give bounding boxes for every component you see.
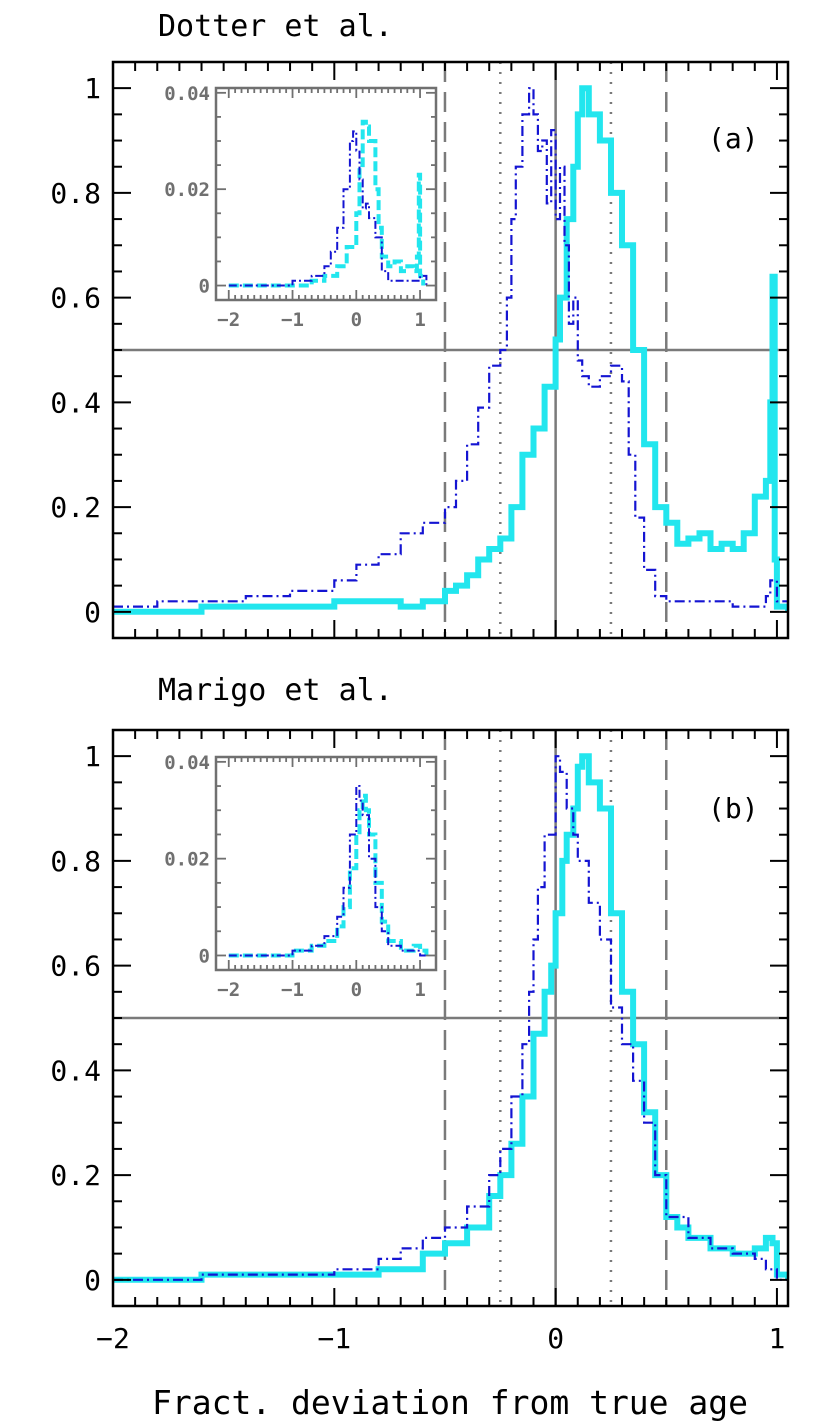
panel-b-xtick-label: 0 [547, 1322, 564, 1355]
x-axis-label: Fract. deviation from true age [152, 1383, 748, 1422]
panel-b-inset-ytick-label: 0.04 [164, 752, 210, 774]
panel-b-ytick-label: 0.4 [50, 1054, 101, 1087]
panel-b-inset-frame [214, 755, 438, 972]
panel-b-series-group [113, 753, 788, 1283]
panel-a-inset: 0 0.02 0.04 −2 −1 0 1 [164, 83, 438, 331]
panel-a-inset-frame [214, 86, 438, 302]
panel-b-xtick-label: −2 [96, 1322, 130, 1355]
panel-a-series-cyan-line [113, 85, 788, 615]
panel-b-inset: 0 0.02 0.04 −2 −1 0 1 [164, 752, 438, 1001]
panel-a-inset-ytick-label: 0.02 [164, 179, 210, 201]
panel-a-inset-ytick-label: 0.04 [164, 83, 210, 105]
panel-a-inset-series-group [228, 119, 428, 288]
panel-b-xtick-label: −1 [317, 1322, 351, 1355]
panel-a-inset-xtick-label: 1 [414, 309, 425, 331]
panel-a-ytick-label: 0.4 [50, 386, 101, 419]
panel-a-inset-xtick-label: −2 [217, 309, 240, 331]
panel-b-series-blue-line [113, 755, 788, 1281]
panel-a-inset-series-blue-line [228, 130, 428, 287]
panel-a-title: Dotter et al. [158, 9, 393, 44]
panel-b-ytick-label: 0.8 [50, 845, 101, 878]
panel-b-inset-xtick-label: 1 [414, 979, 425, 1001]
panel-a: 0 0.2 0.4 0.6 0.8 1 0 0.02 0.04 −2 −1 0 1 [50, 60, 790, 640]
panel-a-ytick-label: 0.2 [50, 491, 101, 524]
panel-b-inset-xtick-label: −2 [217, 979, 240, 1001]
panel-a-series-group [113, 85, 788, 615]
panel-b-inset-series-group [228, 785, 429, 958]
panel-b-title: Marigo et al. [158, 673, 393, 708]
panel-b-xtick-label: 1 [769, 1322, 786, 1355]
panel-a-inset-series-cyan-line [228, 119, 426, 288]
panel-b-inset-series-blue-line [228, 785, 427, 957]
panel-b-ytick-label: 0.2 [50, 1159, 101, 1192]
panel-b-inset-ytick-label: 0 [199, 945, 210, 967]
panel-a-inset-xtick-label: −1 [281, 309, 304, 331]
panel-a-inset-xtick-label: 0 [351, 309, 362, 331]
panel-b-ytick-label: 0 [84, 1264, 101, 1297]
panel-a-ytick-label: 1 [84, 72, 101, 105]
panel-b-ytick-label: 1 [84, 740, 101, 773]
panel-b-ytick-label: 0.6 [50, 950, 101, 983]
panel-a-ytick-label: 0 [84, 596, 101, 629]
panel-b-inset-xtick-label: 0 [351, 979, 362, 1001]
panel-b-inset-xtick-label: −1 [281, 979, 304, 1001]
panel-b-label: (b) [708, 792, 759, 825]
panel-b-inset-ytick-label: 0.02 [164, 849, 210, 871]
panel-a-label: (a) [708, 122, 759, 155]
panel-a-inset-ytick-label: 0 [199, 276, 210, 298]
panel-b: 0 0.2 0.4 0.6 0.8 1 −2 −1 0 1 0 0.02 0.04 −2 −1 0 1 [50, 728, 790, 1355]
panel-a-ytick-label: 0.6 [50, 282, 101, 315]
panel-a-ytick-label: 0.8 [50, 177, 101, 210]
